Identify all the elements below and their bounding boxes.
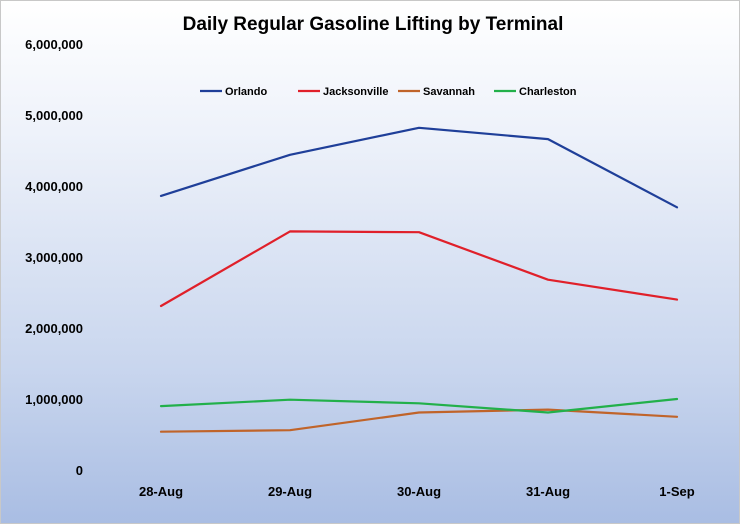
y-tick-label: 2,000,000	[25, 321, 83, 336]
series-line-orlando	[159, 126, 679, 209]
x-tick-label: 1-Sep	[659, 484, 694, 499]
y-tick-label: 3,000,000	[25, 250, 83, 265]
y-tick-label: 0	[76, 463, 83, 478]
x-tick-label: 30-Aug	[397, 484, 441, 499]
series-layer	[159, 126, 679, 433]
y-tick-label: 1,000,000	[25, 392, 83, 407]
chart-title: Daily Regular Gasoline Lifting by Termin…	[183, 14, 564, 35]
legend-label: Charleston	[519, 86, 577, 98]
y-tick-label: 5,000,000	[25, 108, 83, 123]
legend-label: Jacksonville	[323, 86, 388, 98]
series-line-savannah	[159, 408, 679, 433]
legend-item-jacksonville: Jacksonville	[298, 86, 388, 98]
x-axis: 28-Aug 29-Aug 30-Aug 31-Aug 1-Sep	[139, 484, 695, 499]
y-tick-label: 4,000,000	[25, 179, 83, 194]
legend-item-charleston: Charleston	[494, 86, 577, 98]
x-tick-label: 28-Aug	[139, 484, 183, 499]
y-tick-label: 6,000,000	[25, 37, 83, 52]
y-axis: 0 1,000,000 2,000,000 3,000,000 4,000,000 5,0…	[25, 37, 83, 478]
legend-item-savannah: Savannah	[398, 86, 475, 98]
legend-label: Savannah	[423, 86, 475, 98]
x-tick-label: 29-Aug	[268, 484, 312, 499]
legend-item-orlando: Orlando	[200, 86, 267, 98]
legend: Orlando Jacksonville Savannah Charleston	[200, 86, 577, 98]
series-line-jacksonville	[159, 230, 679, 308]
legend-label: Orlando	[225, 86, 267, 98]
x-tick-label: 31-Aug	[526, 484, 570, 499]
series-line-charleston	[159, 397, 679, 414]
